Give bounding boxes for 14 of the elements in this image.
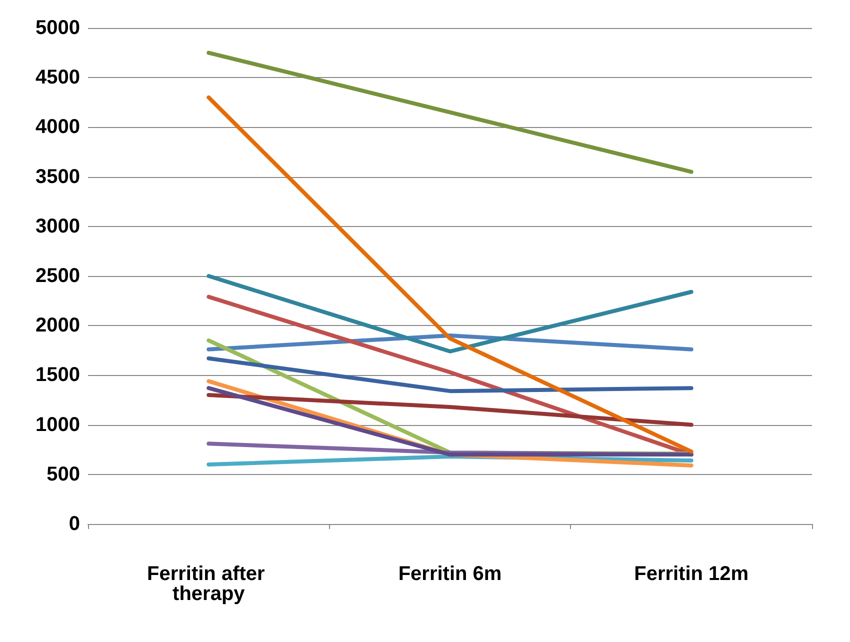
x-tick-label: Ferritin 6m — [398, 563, 502, 585]
y-tick-label: 1000 — [36, 414, 80, 436]
x-tick-label: Ferritin 12m — [634, 563, 749, 585]
y-tick-label: 4500 — [36, 66, 80, 89]
x-tick-label: Ferritin after therapy — [146, 563, 270, 605]
y-tick-label: 5000 — [36, 17, 80, 39]
y-tick-label: 2000 — [36, 314, 80, 337]
y-tick-label: 500 — [46, 463, 80, 486]
y-tick-label: 3000 — [36, 215, 80, 238]
y-tick-label: 3500 — [36, 166, 80, 188]
y-tick-label: 2500 — [36, 265, 80, 287]
y-tick-label: 4000 — [36, 116, 80, 138]
y-tick-label: 0 — [68, 513, 80, 535]
y-tick-label: 1500 — [36, 364, 80, 386]
